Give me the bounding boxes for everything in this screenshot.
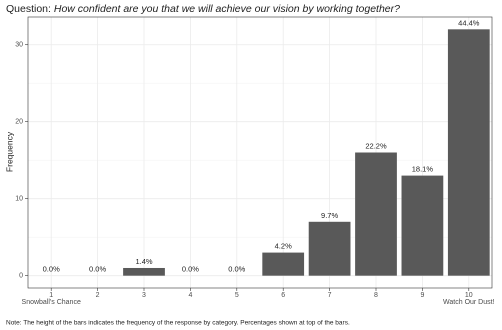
- value-label: 22.2%: [365, 141, 387, 150]
- y-axis-label: Frequency: [4, 131, 14, 172]
- x-tick-label: 4: [188, 292, 192, 299]
- bar: [355, 152, 397, 276]
- value-label: 1.4%: [135, 257, 152, 266]
- chart-title: Question: How confident are you that we …: [6, 3, 400, 15]
- x-tick-label: 6: [281, 292, 285, 299]
- title-label: Question:: [6, 3, 51, 15]
- x-tick-label: 7: [328, 292, 332, 299]
- x-tick-label: 2: [96, 292, 100, 299]
- value-label: 18.1%: [412, 165, 434, 174]
- x-tick-label: 9: [420, 292, 424, 299]
- panel-border: [27, 16, 493, 289]
- x-tick-label: 8: [374, 292, 378, 299]
- value-label: 0.0%: [43, 265, 60, 274]
- title-text: How confident are you that we will achie…: [54, 3, 400, 15]
- value-label: 0.0%: [89, 265, 106, 274]
- value-label: 4.2%: [275, 242, 292, 251]
- bar: [123, 267, 165, 276]
- bar: [308, 221, 351, 276]
- x-tick-label: 5: [235, 292, 239, 299]
- value-label: 9.7%: [321, 211, 338, 220]
- y-tick-label: 10: [15, 196, 23, 203]
- bar: [447, 29, 490, 276]
- x-tick-note: Watch Our Dust!: [443, 299, 495, 306]
- value-label: 44.4%: [458, 18, 480, 27]
- x-tick-label: 10: [465, 292, 473, 299]
- note: Note: The height of the bars indicates t…: [6, 320, 350, 327]
- x-tick-note: Snowball's Chance: [22, 299, 81, 306]
- x-tick-label: 3: [142, 292, 146, 299]
- bar: [262, 252, 305, 276]
- value-label: 0.0%: [182, 265, 199, 274]
- y-tick-label: 0: [19, 273, 23, 280]
- value-label: 0.0%: [228, 265, 245, 274]
- x-tick-label: 1: [49, 292, 53, 299]
- y-tick-label: 30: [15, 42, 23, 49]
- bar: [401, 175, 444, 276]
- y-tick-label: 20: [15, 119, 23, 126]
